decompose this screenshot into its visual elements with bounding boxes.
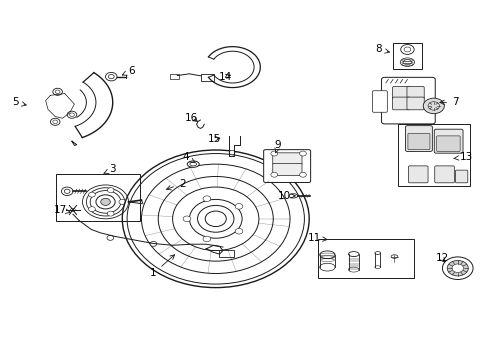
- FancyBboxPatch shape: [406, 97, 424, 110]
- Ellipse shape: [374, 266, 380, 269]
- Ellipse shape: [348, 267, 358, 272]
- Circle shape: [107, 211, 114, 216]
- FancyBboxPatch shape: [407, 134, 429, 150]
- Circle shape: [451, 264, 463, 273]
- Circle shape: [235, 229, 243, 234]
- FancyBboxPatch shape: [263, 150, 310, 183]
- Bar: [56, 174, 140, 221]
- Ellipse shape: [348, 252, 358, 257]
- Text: 13: 13: [453, 152, 472, 162]
- Ellipse shape: [319, 251, 334, 259]
- Text: 17: 17: [53, 205, 70, 215]
- Circle shape: [270, 172, 277, 177]
- Circle shape: [119, 199, 125, 204]
- Text: 5: 5: [12, 98, 26, 107]
- Ellipse shape: [288, 194, 297, 198]
- FancyBboxPatch shape: [406, 86, 424, 99]
- FancyBboxPatch shape: [372, 91, 386, 112]
- Circle shape: [183, 216, 190, 222]
- FancyBboxPatch shape: [219, 249, 234, 257]
- FancyBboxPatch shape: [436, 136, 459, 152]
- Circle shape: [229, 150, 234, 154]
- FancyBboxPatch shape: [407, 166, 427, 183]
- Bar: [392, 42, 421, 69]
- Text: 10: 10: [277, 191, 295, 201]
- Ellipse shape: [319, 263, 334, 271]
- Text: 3: 3: [103, 165, 116, 174]
- Circle shape: [105, 72, 117, 81]
- FancyBboxPatch shape: [392, 97, 409, 110]
- Text: 15: 15: [208, 134, 221, 144]
- Circle shape: [447, 260, 468, 276]
- Ellipse shape: [390, 255, 397, 258]
- FancyBboxPatch shape: [201, 74, 213, 81]
- Circle shape: [70, 208, 75, 212]
- Circle shape: [101, 198, 110, 206]
- Circle shape: [203, 236, 210, 242]
- Circle shape: [235, 203, 243, 209]
- Ellipse shape: [374, 252, 380, 255]
- Circle shape: [203, 196, 210, 202]
- Text: 2: 2: [166, 179, 185, 190]
- Text: 8: 8: [375, 45, 388, 54]
- Circle shape: [400, 45, 413, 54]
- Circle shape: [299, 172, 305, 177]
- FancyBboxPatch shape: [381, 77, 434, 124]
- FancyBboxPatch shape: [272, 163, 302, 175]
- Circle shape: [50, 118, 60, 125]
- Bar: [317, 239, 413, 278]
- Circle shape: [61, 187, 73, 195]
- Text: 11: 11: [307, 233, 326, 243]
- Text: 14: 14: [218, 72, 231, 82]
- FancyBboxPatch shape: [392, 86, 409, 99]
- Text: 16: 16: [185, 113, 198, 122]
- Circle shape: [270, 151, 277, 156]
- Bar: [397, 125, 469, 186]
- FancyBboxPatch shape: [272, 153, 302, 165]
- Circle shape: [53, 88, 62, 95]
- Circle shape: [88, 207, 95, 212]
- Circle shape: [67, 111, 77, 118]
- FancyBboxPatch shape: [454, 170, 467, 183]
- Circle shape: [88, 192, 95, 197]
- Text: 12: 12: [434, 253, 447, 263]
- Text: 1: 1: [150, 255, 174, 279]
- Circle shape: [107, 188, 114, 193]
- Ellipse shape: [399, 58, 414, 66]
- Circle shape: [423, 98, 444, 114]
- Ellipse shape: [187, 161, 199, 167]
- Circle shape: [442, 257, 472, 279]
- FancyBboxPatch shape: [169, 74, 179, 80]
- Circle shape: [150, 242, 157, 246]
- FancyBboxPatch shape: [433, 129, 462, 153]
- FancyBboxPatch shape: [434, 166, 453, 183]
- Text: 6: 6: [122, 66, 135, 76]
- Text: 7: 7: [439, 98, 458, 107]
- Text: 9: 9: [274, 140, 281, 153]
- FancyBboxPatch shape: [405, 126, 431, 152]
- Text: 4: 4: [183, 152, 195, 163]
- Circle shape: [299, 151, 305, 156]
- Circle shape: [107, 235, 113, 240]
